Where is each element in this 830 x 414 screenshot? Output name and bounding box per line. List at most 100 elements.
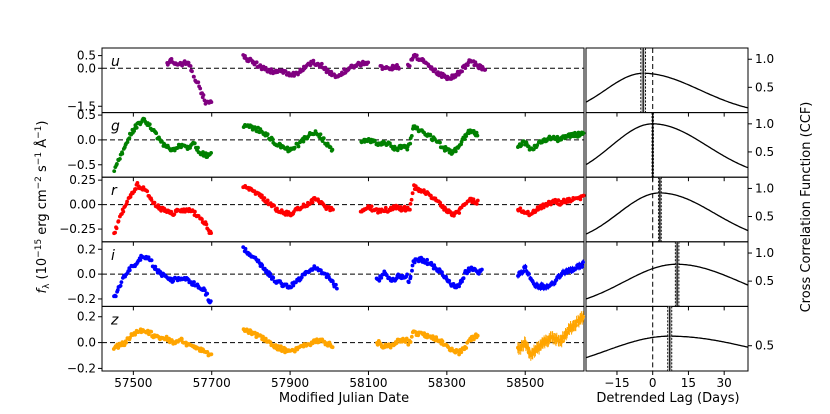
data-point-g	[372, 138, 377, 143]
light-curve-panels: −1.50.00.5 u−0.50.00.5g−0.250.000.25r−0.2…	[59, 47, 586, 390]
ccf-frame-g	[585, 112, 749, 178]
ccf-frame-u	[585, 47, 749, 114]
data-point-i	[271, 275, 276, 280]
data-point-z	[179, 337, 184, 341]
band-label-z: z	[110, 312, 119, 328]
data-point-r	[410, 191, 415, 196]
data-point-z	[205, 350, 210, 354]
data-point-u	[407, 64, 412, 68]
data-point-i	[171, 279, 176, 283]
data-point-g	[115, 162, 119, 166]
data-point-z	[416, 333, 421, 338]
data-point-i	[406, 280, 411, 285]
ccf-xtick-label: −15	[604, 376, 629, 390]
ccf-curve-z	[585, 335, 749, 359]
data-point-g	[409, 134, 414, 138]
xtick-label: 57700	[193, 376, 231, 390]
band-label-i: i	[111, 248, 115, 264]
ytick-label-i: 0.0	[77, 267, 96, 281]
data-point-g	[196, 145, 200, 150]
data-point-i	[268, 272, 273, 276]
xtick-label: 57500	[114, 376, 152, 390]
xtick-label: 57900	[271, 376, 309, 390]
data-point-u	[463, 66, 468, 70]
data-point-g	[296, 144, 301, 149]
right-x-axis-label: Detrended Lag (Days)	[596, 391, 739, 406]
data-point-g	[405, 147, 410, 152]
data-point-u	[433, 67, 438, 72]
data-point-r	[193, 209, 197, 214]
data-point-i	[127, 268, 132, 273]
ccf-xtick-label: 30	[717, 376, 732, 390]
data-point-g	[125, 140, 130, 145]
data-point-r	[169, 209, 174, 214]
data-point-i	[260, 263, 265, 268]
data-point-z	[406, 342, 411, 347]
data-point-g	[285, 145, 290, 150]
left-x-axis-label: Modified Julian Date	[279, 391, 409, 406]
ccf-frame-z	[585, 305, 749, 372]
data-point-r	[260, 193, 264, 198]
data-point-i	[291, 283, 296, 288]
data-point-u	[483, 67, 488, 72]
data-point-r	[156, 203, 161, 208]
ccf-curve-i	[585, 263, 749, 300]
data-point-i	[410, 268, 414, 273]
data-point-r	[116, 219, 121, 224]
ccf-xtick-label: 0	[649, 376, 657, 390]
data-point-u	[329, 69, 334, 74]
data-point-i	[477, 271, 481, 276]
data-point-z	[209, 352, 214, 357]
ccf-curve-u	[585, 72, 749, 109]
ccf-ytick-label-g: 0.5	[755, 145, 774, 159]
data-point-u	[308, 63, 313, 68]
data-point-i	[330, 279, 335, 284]
data-point-r	[556, 198, 561, 203]
data-point-z	[440, 339, 445, 344]
data-point-z	[472, 337, 476, 342]
data-point-r	[331, 207, 335, 212]
data-point-z	[292, 349, 297, 354]
data-point-i	[412, 260, 417, 265]
data-point-r	[549, 202, 553, 207]
data-point-i	[256, 258, 261, 263]
lightcurve-frame-g	[101, 112, 585, 178]
data-point-i	[203, 288, 207, 293]
ccf-ytick-label-r: 0.5	[755, 210, 774, 224]
data-point-r	[121, 209, 126, 214]
lightcurve-frame-z	[101, 305, 585, 372]
ytick-label-r: 0.00	[69, 198, 96, 212]
data-point-r	[457, 211, 462, 215]
data-point-g	[118, 157, 122, 161]
data-point-r	[134, 187, 138, 191]
data-point-z	[475, 333, 480, 338]
data-point-g	[318, 132, 323, 137]
ytick-label-u: 0.5	[77, 49, 96, 63]
xtick-label: 58500	[506, 376, 544, 390]
data-point-z	[120, 340, 125, 344]
data-point-g	[154, 131, 159, 136]
data-point-i	[457, 284, 461, 289]
data-point-g	[475, 133, 480, 138]
ytick-label-z: −0.2	[67, 361, 96, 375]
band-label-u: u	[111, 54, 120, 70]
xtick-label: 58100	[349, 376, 387, 390]
data-point-z	[330, 345, 335, 350]
data-point-g	[462, 137, 467, 142]
data-point-z	[430, 334, 435, 338]
data-point-i	[243, 246, 248, 251]
data-point-i	[408, 274, 413, 279]
data-point-i	[425, 257, 429, 262]
data-point-u	[182, 59, 187, 63]
ytick-label-g: −0.5	[67, 158, 96, 172]
data-point-i	[149, 258, 154, 263]
ccf-ytick-label-g: 1.0	[755, 117, 774, 131]
ccf-frame-r	[585, 176, 749, 243]
data-point-z	[459, 350, 464, 355]
data-point-z	[446, 345, 451, 349]
data-point-g	[428, 132, 433, 137]
data-point-g	[127, 136, 132, 141]
ccf-panels: 0.5 1.0 0.5 1.0 0.5 1.0 0.5 1.0 0.5 −15 0 15 30	[585, 47, 774, 390]
ytick-label-u: 0.0	[77, 61, 96, 75]
